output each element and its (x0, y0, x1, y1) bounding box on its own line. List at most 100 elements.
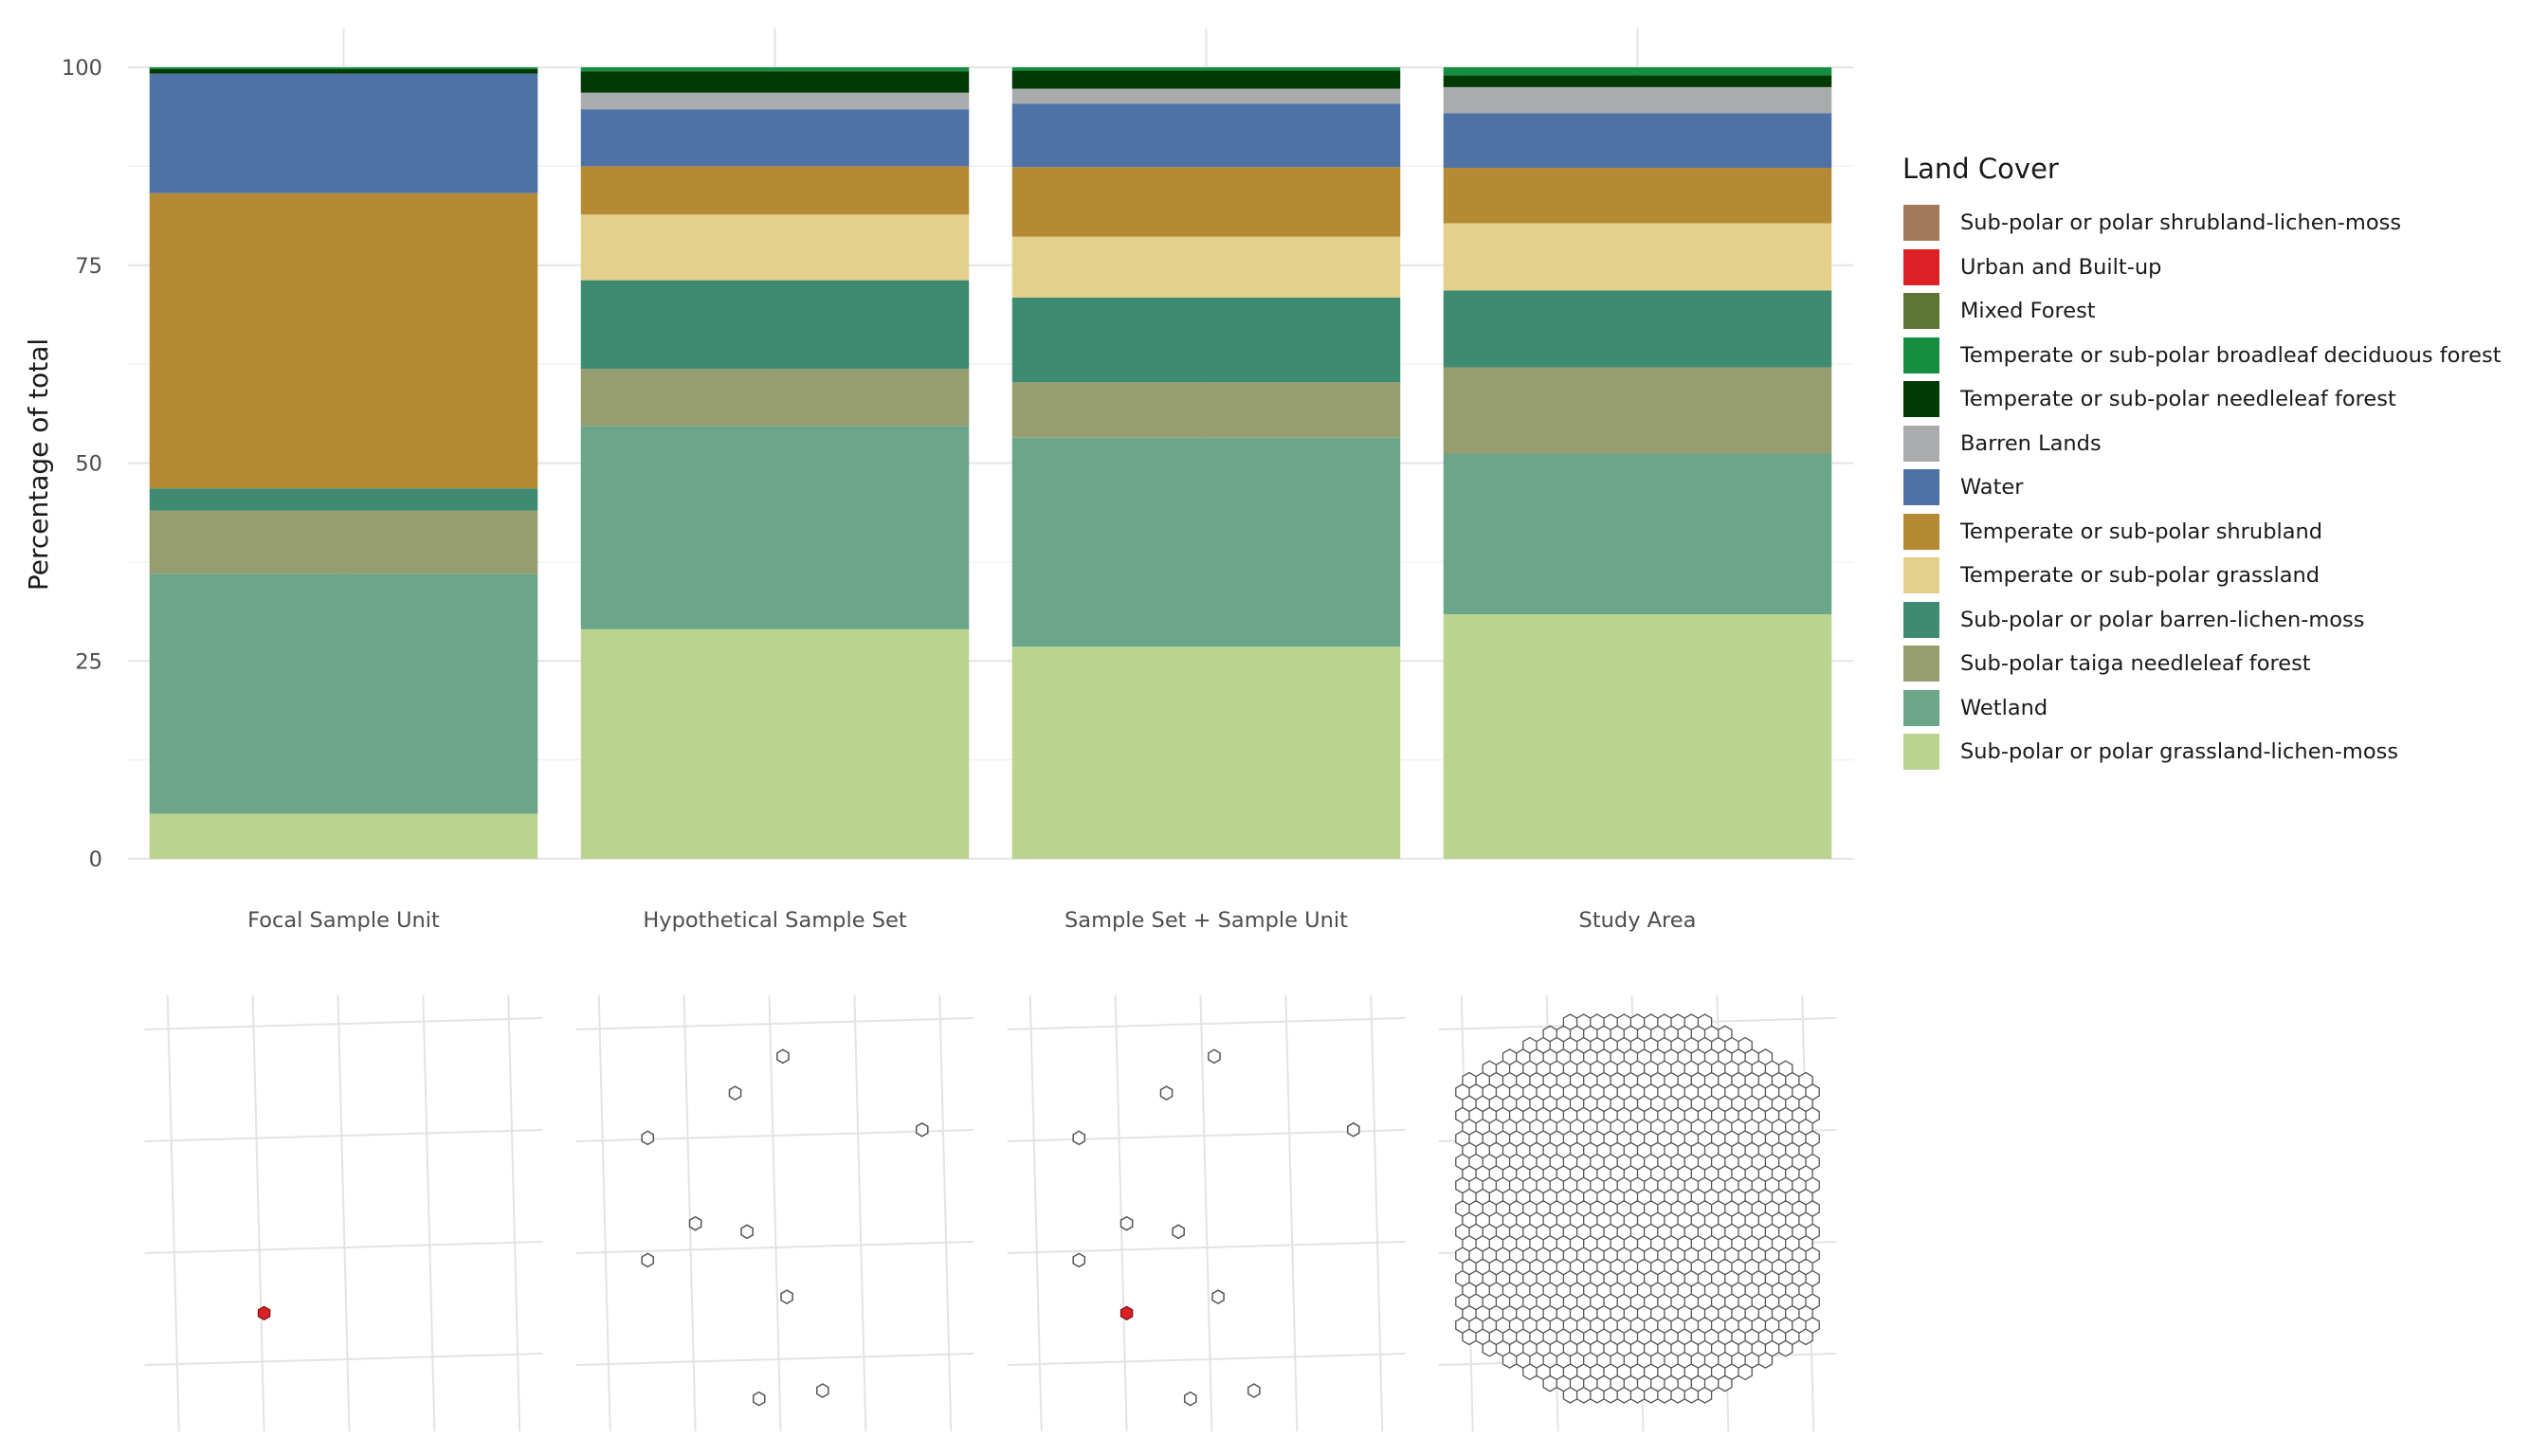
bar-segment (1011, 70, 1401, 89)
map-gridline (1199, 994, 1213, 1432)
bar-segment (1443, 223, 1832, 291)
sample-unit-hex (688, 1215, 702, 1231)
map-gridline (1114, 994, 1128, 1432)
study-area-hex-grid (1455, 1013, 1820, 1404)
legend-swatch (1902, 336, 1940, 374)
bar-segment (149, 813, 538, 859)
sample-unit-hex (1247, 1383, 1261, 1398)
legend-swatch (1902, 247, 1940, 286)
map-gridline (337, 994, 351, 1432)
map-gridline (853, 994, 867, 1432)
bar-segment (1011, 67, 1401, 71)
bar-segment (149, 488, 538, 511)
y-tick-label: 50 (75, 452, 102, 477)
axis-layer: Percentage of total 0 25 50 75 100 Focal Samp… (23, 56, 1696, 933)
sample-unit-hex (780, 1289, 793, 1304)
map-gridline (507, 994, 521, 1432)
bar-segment (1011, 236, 1401, 298)
map-gridline (597, 994, 611, 1432)
map-gridline (1007, 1353, 1406, 1366)
legend-item: Temperate or sub-polar needleleaf forest (1902, 377, 2538, 422)
map-gridline (1007, 1017, 1406, 1030)
bar-segment (1443, 67, 1832, 76)
bar-segment (1011, 437, 1401, 647)
sample-unit-hex (1119, 1215, 1134, 1231)
y-tick-label: 0 (89, 847, 102, 872)
legend-item: Urban and Built-up (1902, 246, 2538, 290)
x-tick-label: Hypothetical Sample Set (643, 908, 906, 933)
y-tick-label: 100 (62, 56, 102, 81)
legend-item: Wetland (1902, 686, 2538, 731)
map-gridline (1284, 994, 1299, 1432)
map-graticule (144, 994, 543, 1432)
bar-segment (580, 92, 970, 110)
bar-segment (580, 426, 970, 629)
bar-segment (1011, 167, 1401, 237)
legend-swatch (1902, 600, 1940, 639)
bar-segment (1443, 613, 1832, 859)
legend-label: Wetland (1960, 695, 2048, 720)
map-gridline (144, 1353, 543, 1366)
legend-swatch (1902, 556, 1940, 595)
map-gridline (144, 1129, 543, 1142)
x-tick-label: Focal Sample Unit (247, 908, 440, 933)
bar-segment (580, 71, 970, 93)
legend-item: Sub-polar or polar grassland-lichen-moss (1902, 730, 2538, 774)
legend: Land Cover Sub-polar or polar shrubland-… (1902, 152, 2538, 774)
bar-layer (149, 67, 1832, 859)
bar-segment (580, 214, 970, 281)
bar-segment (1443, 86, 1832, 114)
legend-label: Temperate or sub-polar broadleaf deciduo… (1960, 342, 2502, 368)
bar-segment (1443, 75, 1832, 87)
legend-item: Sub-polar or polar barren-lichen-moss (1902, 598, 2538, 643)
legend-swatch (1902, 512, 1940, 551)
y-tick-label: 75 (75, 254, 102, 279)
sample-unit-hex (1211, 1289, 1225, 1304)
map-gridline (575, 1129, 974, 1142)
legend-item: Temperate or sub-polar shrubland (1902, 510, 2538, 555)
legend-label: Sub-polar or polar grassland-lichen-moss (1960, 739, 2399, 765)
sample-unit-hex (641, 1252, 655, 1268)
bar-segment (580, 369, 970, 427)
bar-segment (1011, 297, 1401, 383)
bar-segment (149, 73, 538, 193)
focal-sample-unit-hex (257, 1305, 271, 1320)
bar-segment (1443, 168, 1832, 224)
map-graticule (575, 994, 974, 1432)
bar-segment (580, 628, 970, 859)
legend-item: Temperate or sub-polar grassland (1902, 554, 2538, 598)
bar-segment (1011, 103, 1401, 168)
bar-segment (1443, 113, 1832, 169)
bar-segment (149, 192, 538, 489)
map-gridline (682, 994, 697, 1432)
legend-swatch (1902, 688, 1940, 727)
bar-segment (149, 510, 538, 574)
bar-segment (580, 67, 970, 72)
legend-label: Water (1960, 475, 2024, 500)
legend-swatch (1902, 204, 1940, 243)
bar-segment (1443, 453, 1832, 614)
bar-segment (149, 67, 538, 69)
bar-segment (580, 280, 970, 370)
legend-swatch (1902, 733, 1940, 772)
legend-item: Sub-polar taiga needleleaf forest (1902, 642, 2538, 686)
map-gridline (575, 1353, 974, 1366)
legend-label: Temperate or sub-polar shrubland (1960, 519, 2323, 544)
legend-item: Barren Lands (1902, 422, 2538, 466)
map-graticule (1007, 994, 1406, 1432)
legend-label: Sub-polar taiga needleleaf forest (1960, 651, 2311, 677)
bar-segment (149, 68, 538, 74)
map-layer (144, 994, 1837, 1432)
legend-label: Urban and Built-up (1960, 254, 2162, 280)
bar-segment (1443, 367, 1832, 454)
bar-segment (149, 573, 538, 814)
legend-item: Temperate or sub-polar broadleaf deciduo… (1902, 334, 2538, 378)
sample-unit-hex (776, 1048, 790, 1065)
sample-unit-hex (1072, 1252, 1086, 1268)
legend-swatch (1902, 292, 1940, 331)
map-gridline (1007, 1129, 1406, 1142)
y-tick-label: 25 (75, 649, 102, 674)
focal-sample-unit-hex (1119, 1305, 1134, 1320)
map-gridline (768, 994, 782, 1432)
